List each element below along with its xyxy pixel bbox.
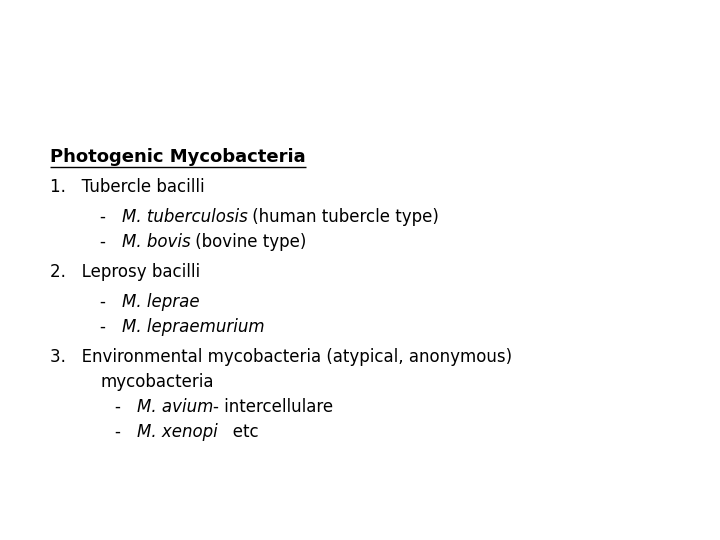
Text: - intercellulare: - intercellulare: [213, 398, 333, 416]
Text: -: -: [100, 293, 122, 311]
Text: -: -: [115, 423, 137, 441]
Text: -: -: [100, 233, 122, 251]
Text: 2.   Leprosy bacilli: 2. Leprosy bacilli: [50, 263, 200, 281]
Text: M. tuberculosis: M. tuberculosis: [122, 208, 248, 226]
Text: -: -: [100, 318, 122, 336]
Text: etc: etc: [217, 423, 259, 441]
Text: -: -: [100, 208, 122, 226]
Text: M. avium: M. avium: [137, 398, 213, 416]
Text: M. bovis: M. bovis: [122, 233, 190, 251]
Text: 1.   Tubercle bacilli: 1. Tubercle bacilli: [50, 178, 204, 196]
Text: M. lepraemurium: M. lepraemurium: [122, 318, 264, 336]
Text: Photogenic Mycobacteria: Photogenic Mycobacteria: [50, 148, 305, 166]
Text: M. leprae: M. leprae: [122, 293, 199, 311]
Text: -: -: [115, 398, 137, 416]
Text: M. xenopi: M. xenopi: [137, 423, 217, 441]
Text: mycobacteria: mycobacteria: [100, 373, 214, 391]
Text: (bovine type): (bovine type): [190, 233, 307, 251]
Text: 3.   Environmental mycobacteria (atypical, anonymous): 3. Environmental mycobacteria (atypical,…: [50, 348, 512, 366]
Text: (human tubercle type): (human tubercle type): [248, 208, 439, 226]
